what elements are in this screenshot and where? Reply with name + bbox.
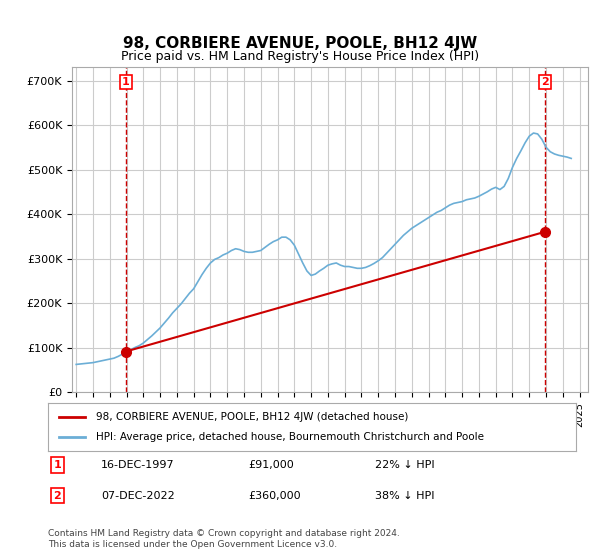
Text: 2: 2 bbox=[541, 77, 549, 87]
Text: Price paid vs. HM Land Registry's House Price Index (HPI): Price paid vs. HM Land Registry's House … bbox=[121, 50, 479, 63]
Text: 1: 1 bbox=[53, 460, 61, 470]
Text: £360,000: £360,000 bbox=[248, 491, 301, 501]
Text: 16-DEC-1997: 16-DEC-1997 bbox=[101, 460, 175, 470]
Text: Contains HM Land Registry data © Crown copyright and database right 2024.
This d: Contains HM Land Registry data © Crown c… bbox=[48, 529, 400, 549]
Text: 2: 2 bbox=[53, 491, 61, 501]
Text: 1: 1 bbox=[122, 77, 130, 87]
Text: HPI: Average price, detached house, Bournemouth Christchurch and Poole: HPI: Average price, detached house, Bour… bbox=[95, 432, 484, 442]
Text: 98, CORBIERE AVENUE, POOLE, BH12 4JW: 98, CORBIERE AVENUE, POOLE, BH12 4JW bbox=[123, 36, 477, 52]
Text: 38% ↓ HPI: 38% ↓ HPI bbox=[376, 491, 435, 501]
Text: 22% ↓ HPI: 22% ↓ HPI bbox=[376, 460, 435, 470]
Text: 07-DEC-2022: 07-DEC-2022 bbox=[101, 491, 175, 501]
Text: £91,000: £91,000 bbox=[248, 460, 295, 470]
Text: 98, CORBIERE AVENUE, POOLE, BH12 4JW (detached house): 98, CORBIERE AVENUE, POOLE, BH12 4JW (de… bbox=[95, 412, 408, 422]
